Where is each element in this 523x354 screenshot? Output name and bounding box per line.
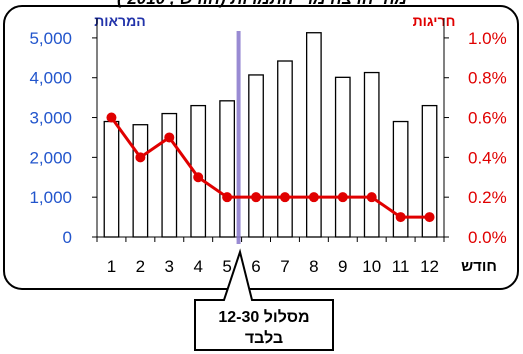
callout-line-1: מסלול 12-30 — [218, 308, 309, 326]
bar — [161, 112, 178, 238]
bar — [334, 76, 351, 238]
callout-box — [194, 248, 334, 351]
right-tick-label: 0.2% — [468, 188, 507, 207]
x-tick-labels: 1 2 3 4 5 6 7 8 9 10 11 12 — [107, 257, 439, 276]
x-tick-label: 12 — [420, 257, 439, 276]
right-tick-label: 0.4% — [468, 148, 507, 167]
bar — [219, 100, 236, 238]
line-point — [106, 112, 117, 123]
line-point — [193, 172, 204, 183]
right-tick-label: 0.8% — [468, 69, 507, 88]
bar — [277, 60, 293, 238]
line-point — [337, 192, 348, 203]
line-point — [395, 212, 406, 223]
left-tick-labels: 0 1,000 2,000 3,000 4,000 5,000 — [29, 29, 72, 247]
left-tick-label: 5,000 — [29, 29, 72, 48]
line-point — [424, 212, 435, 223]
x-tick-label: 3 — [165, 257, 174, 276]
right-tick-label: 1.0% — [468, 29, 507, 48]
line-point — [308, 192, 319, 203]
left-tick-label: 3,000 — [29, 109, 72, 128]
line-point — [251, 192, 262, 203]
left-tick-label: 1,000 — [29, 188, 72, 207]
bar — [305, 32, 322, 238]
right-tick-labels: 0.0% 0.2% 0.4% 0.6% 0.8% 1.0% — [468, 29, 507, 247]
bar — [363, 71, 380, 238]
x-tick-label: 6 — [251, 257, 260, 276]
right-tick-label: 0.0% — [468, 228, 507, 247]
bar — [392, 120, 409, 238]
bar — [248, 74, 264, 238]
line-point — [279, 192, 290, 203]
line-point — [366, 192, 377, 203]
left-tick-label: 0 — [63, 228, 72, 247]
bar — [190, 104, 207, 238]
bar — [132, 124, 149, 238]
chart-title: מהי הרצה מרי התמרות (חודש , 2010 ) — [117, 0, 407, 8]
bar — [421, 104, 438, 238]
line-point — [135, 152, 146, 163]
axes — [92, 18, 449, 242]
x-tick-label: 4 — [193, 257, 202, 276]
x-tick-label: 1 — [107, 257, 116, 276]
line-path — [110, 116, 430, 219]
x-tick-label: 11 — [392, 257, 410, 276]
x-tick-label: 7 — [280, 257, 289, 276]
x-tick-label: 2 — [136, 257, 145, 276]
x-tick-label: 10 — [362, 257, 381, 276]
callout: מסלול 12-30 בלבד — [194, 248, 334, 351]
x-tick-label: 8 — [309, 257, 318, 276]
x-tick-label: 5 — [222, 257, 231, 276]
right-axis-label: חריגות — [413, 13, 456, 29]
line-series — [106, 112, 435, 223]
line-point — [164, 132, 175, 143]
right-tick-label: 0.6% — [468, 109, 507, 128]
line-point — [222, 192, 233, 203]
x-tick-label: 9 — [338, 257, 347, 276]
left-tick-label: 4,000 — [29, 69, 72, 88]
callout-line-2: בלבד — [245, 329, 283, 347]
bar — [103, 120, 120, 238]
left-tick-label: 2,000 — [29, 148, 72, 167]
left-axis-label: המראות — [94, 13, 146, 29]
x-axis-label: חודש — [461, 258, 497, 275]
